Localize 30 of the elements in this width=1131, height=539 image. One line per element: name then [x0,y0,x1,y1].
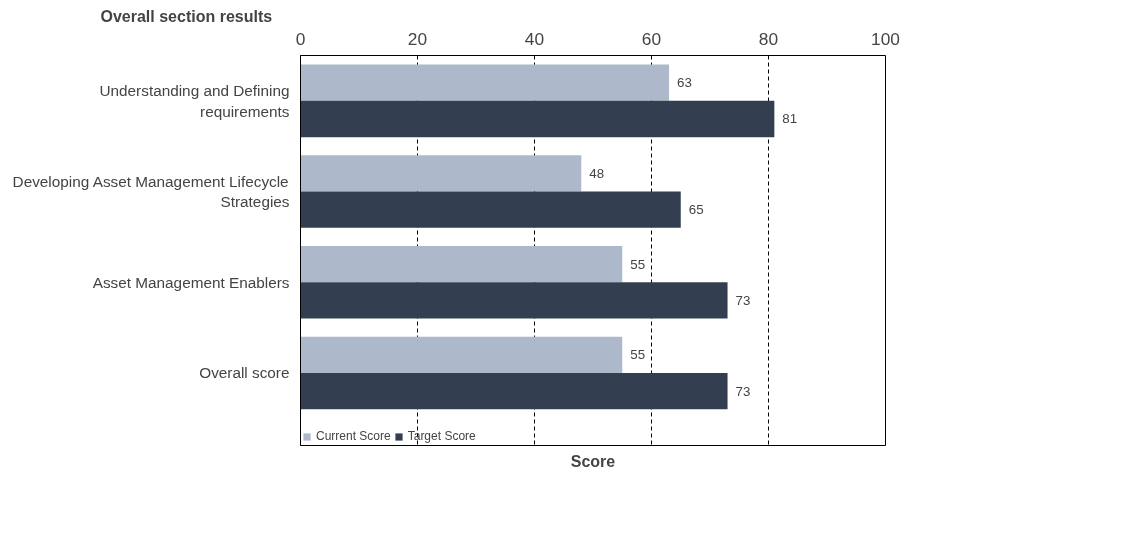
y-tick-label: Asset Management Enablers [92,273,290,291]
legend-label: Current Score [316,429,391,443]
bar [300,282,728,319]
data-label: 73 [735,383,751,399]
x-tick-label: 100 [871,28,900,49]
y-tick-label: Understanding and Defining requirements [99,82,290,120]
x-tick-label: 80 [758,28,779,49]
x-tick-label: 40 [524,28,545,49]
chart-title: Overall section results [100,7,273,25]
y-tick-label: Developing Asset Management Lifecycle Strategies [12,172,290,211]
data-label: 65 [688,202,704,218]
bar [300,155,582,192]
data-label: 55 [630,256,646,272]
data-label: 73 [735,292,751,308]
data-label: 48 [589,165,605,181]
bar [300,372,728,410]
x-tick-label: 0 [295,28,306,49]
x-tick-label: 20 [407,28,428,49]
y-tick-label: Overall score [199,364,290,382]
bar [300,245,623,283]
x-axis-title: Score [570,452,616,470]
bar [300,64,670,101]
bar [300,191,681,228]
data-label: 63 [677,75,692,91]
legend-label: Target Score [407,429,476,443]
bar [300,100,775,138]
bar [300,336,623,373]
x-tick-label: 60 [641,28,662,49]
data-label: 81 [782,111,798,127]
data-label: 55 [630,347,646,363]
